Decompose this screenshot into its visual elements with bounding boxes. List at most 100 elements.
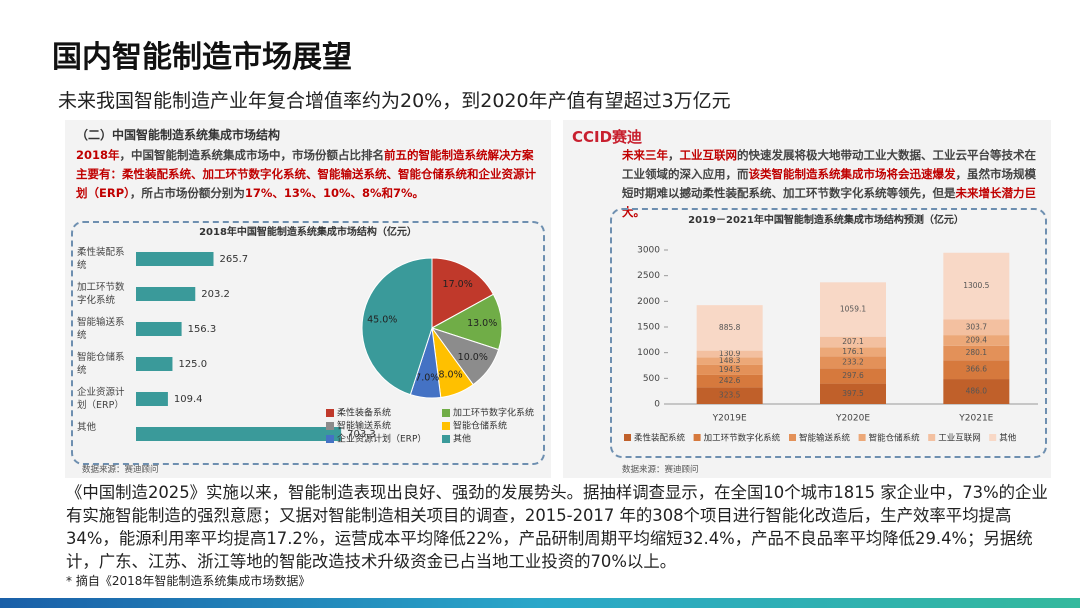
category-label: 智能输送系统: [77, 317, 125, 341]
value-label: 242.6: [719, 376, 741, 385]
y-tick-label: 3000: [637, 246, 660, 256]
y-tick-label: 500: [643, 374, 660, 384]
category-label: 柔性装配系统: [77, 247, 125, 271]
value-label: 323.5: [719, 391, 741, 400]
value-label: 7.0%: [415, 373, 439, 384]
legend-swatch: [858, 434, 866, 441]
bottom-bar: [0, 598, 1080, 608]
legend-label: 加工环节数字化系统: [704, 433, 781, 444]
x-tick-label: Y2019E: [712, 414, 747, 424]
legend-swatch: [326, 422, 334, 430]
value-label: 486.0: [966, 387, 988, 396]
legend-label: 智能输送系统: [799, 433, 851, 444]
value-label: 297.6: [842, 371, 864, 380]
legend-label: 智能仓储系统: [869, 433, 921, 444]
legend-swatch: [326, 409, 334, 417]
bar: [136, 322, 182, 336]
value-label: 207.1: [842, 337, 864, 346]
bar-segment: [943, 252, 1010, 320]
legend-label: 企业资源计划（ERP）: [337, 433, 426, 445]
legend-swatch: [928, 434, 936, 441]
value-label: 366.6: [966, 365, 988, 374]
value-label: 209.4: [966, 335, 988, 344]
value-label: 17.0%: [443, 279, 473, 290]
legend-label: 智能输送系统: [337, 420, 391, 432]
value-label: 233.2: [842, 357, 864, 366]
bar-segment: [943, 319, 1010, 336]
legend-label: 其他: [999, 433, 1017, 444]
text-run: 未来三年: [622, 148, 668, 162]
category-label: 企业资源计划（ERP）: [77, 387, 125, 411]
y-tick-label: 1500: [637, 323, 660, 333]
data-source: 数据来源：赛迪顾问: [82, 465, 159, 475]
bar-segment: [943, 360, 1010, 380]
bar-segment: [696, 374, 763, 388]
value-label: 176.1: [842, 347, 864, 356]
value-label: 109.4: [174, 394, 203, 405]
value-label: 280.1: [966, 348, 988, 357]
bar: [136, 392, 168, 406]
legend-swatch: [693, 434, 701, 441]
logo: CCID赛迪: [572, 128, 643, 146]
text-run: 2018年: [76, 148, 120, 162]
value-label: 8.0%: [438, 369, 462, 380]
category-label: 加工环节数字化系统: [77, 282, 125, 306]
bar: [136, 357, 173, 371]
legend-swatch: [442, 422, 450, 430]
value-label: 45.0%: [367, 315, 397, 326]
value-label: 397.5: [842, 389, 864, 398]
pie-slice: [361, 257, 433, 396]
legend-label: 智能仓储系统: [453, 420, 507, 432]
text-run: 的快速发展将极大地带动工业大数据、工业云平台等技术在工业领域的深入应用，而: [622, 148, 1036, 181]
chart-frame: [71, 221, 545, 465]
text-run: 前五的智能制造系统解决方案主要有：柔性装配系统、加工环节数字化系统、智能输送系统…: [76, 148, 536, 200]
y-tick-label: 2500: [637, 271, 660, 281]
text-run: 该类智能制造系统集成市场将会迅速爆发: [748, 167, 956, 181]
value-label: 194.5: [719, 365, 741, 374]
legend-label: 工业互联网: [938, 433, 981, 444]
legend-swatch: [442, 409, 450, 417]
pie-slice: [430, 293, 503, 351]
x-tick-label: Y2021E: [958, 414, 993, 424]
text-run: ，所占市场份额分别为: [129, 186, 245, 200]
panel-heading: （二）中国智能制造系统集成市场结构: [76, 128, 281, 142]
bar-segment: [820, 336, 886, 348]
bar-segment: [820, 368, 886, 384]
y-tick-label: 0: [654, 400, 660, 410]
slide-title: 国内智能制造市场展望: [52, 40, 352, 75]
value-label: 10.0%: [458, 352, 488, 363]
value-label: 885.8: [719, 323, 741, 332]
text-run: ，中国智能制造系统集成市场中，市场份额占比排名: [119, 148, 385, 162]
value-label: 1059.1: [840, 304, 866, 313]
value-label: 125.0: [178, 359, 207, 370]
bar-segment: [696, 387, 763, 404]
chart-title: 2018年中国智能制造系统集成市场结构（亿元）: [199, 225, 417, 238]
bar-segment: [943, 379, 1010, 404]
slide-subtitle: 未来我国智能制造产业年复合增值率约为20%，到2020年产值有望超过3万亿元: [58, 90, 731, 112]
legend-swatch: [624, 434, 631, 441]
chart-frame: [610, 208, 1047, 458]
text-run: ，虽然市场规模短时期难以撼动柔性装配系统、加工环节数字化系统等领先，但是: [622, 167, 1036, 200]
y-tick-label: 1000: [637, 348, 660, 358]
chart-title: 2019－2021年中国智能制造系统集成市场结构预测（亿元）: [688, 213, 964, 226]
legend-swatch: [989, 434, 997, 441]
bar-segment: [820, 282, 886, 337]
legend-label: 其他: [453, 433, 471, 445]
pie-slice: [431, 257, 495, 329]
bar: [136, 287, 196, 301]
value-label: 1300.5: [963, 281, 989, 290]
bar-segment: [696, 357, 763, 365]
bar-segment: [696, 305, 763, 351]
value-label: 13.0%: [467, 318, 497, 329]
category-label: 智能仓储系统: [77, 352, 125, 376]
data-source: 数据来源：赛迪顾问: [622, 465, 699, 475]
bar-segment: [696, 364, 763, 375]
body-text: 《中国制造2025》实施以来，智能制造表现出良好、强劲的发展势头。据抽样调查显示…: [66, 483, 1048, 571]
legend-label: 柔性装配系统: [634, 433, 686, 444]
legend-label: 柔性装备系统: [337, 407, 391, 419]
bar-segment: [943, 335, 1010, 346]
category-label: 其他: [77, 422, 97, 433]
legend-swatch: [326, 435, 334, 443]
